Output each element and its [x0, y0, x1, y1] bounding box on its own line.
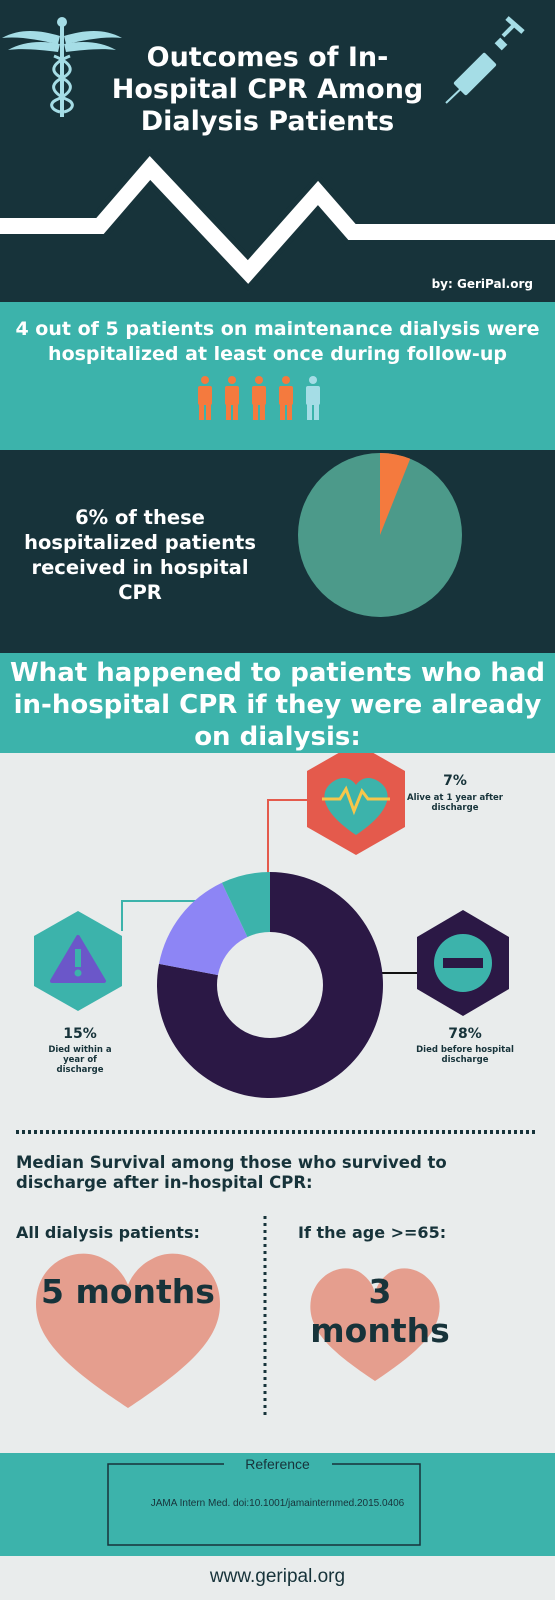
person-icon — [198, 376, 212, 420]
caduceus-icon — [2, 17, 122, 117]
died-before-badge — [417, 910, 509, 1016]
page-title: Outcomes of In-Hospital CPR Among Dialys… — [111, 42, 424, 137]
all-patients-value: 5 months — [41, 1272, 215, 1311]
person-icon — [279, 376, 293, 420]
syringe-icon — [445, 16, 525, 104]
alive-connector — [267, 799, 310, 873]
footer-url[interactable]: www.geripal.org — [209, 1566, 346, 1587]
hospitalized-stat-section: 4 out of 5 patients on maintenance dialy… — [0, 302, 555, 450]
died-before-label: Died before hospital discharge — [416, 1045, 514, 1065]
heart-all-patients — [36, 1253, 220, 1408]
died-year-pct: 15% — [63, 1026, 97, 1042]
died-year-badge — [34, 911, 122, 1011]
alive-badge — [307, 753, 405, 855]
outcome-heading: What happened to patients who had in-hos… — [10, 658, 545, 752]
person-icon — [225, 376, 239, 420]
hospitalized-stat-text: 4 out of 5 patients on maintenance dialy… — [15, 318, 540, 365]
header-section: Outcomes of In-Hospital CPR Among Dialys… — [0, 0, 555, 302]
heartbeat-line — [0, 148, 555, 292]
minus-icon — [434, 934, 492, 992]
byline: by: GeriPal.org — [431, 277, 533, 291]
cpr-stat-text: 6% of these hospitalized patients receiv… — [24, 506, 256, 604]
footer-section: www.geripal.org — [0, 1556, 555, 1600]
age-65-label: If the age >=65: — [298, 1223, 447, 1242]
died-before-pct: 78% — [448, 1026, 482, 1042]
age-65-value: 3 months — [310, 1272, 450, 1350]
all-patients-label: All dialysis patients: — [16, 1223, 200, 1242]
donut-hole — [217, 932, 323, 1038]
heart-age-65 — [310, 1268, 440, 1381]
heart-rate-icon — [322, 778, 390, 835]
reference-section: Reference JAMA Intern Med. doi:10.1001/j… — [0, 1453, 555, 1556]
people-icons — [198, 376, 320, 420]
survival-title: Median Survival among those who survived… — [16, 1153, 447, 1192]
outcomes-section: 7% Alive at 1 year after discharge 15% D… — [0, 753, 555, 1453]
cpr-stat-section: 6% of these hospitalized patients receiv… — [0, 450, 555, 653]
alive-label: Alive at 1 year after discharge — [407, 793, 503, 813]
header-graphics — [0, 16, 555, 292]
reference-frame — [107, 1463, 421, 1546]
reference-title: Reference — [245, 1456, 310, 1472]
reference-citation: JAMA Intern Med. doi:10.1001/jamainternm… — [150, 1498, 405, 1509]
warning-icon — [50, 935, 106, 983]
outcome-graphics — [16, 753, 535, 1418]
died-year-label: Died within a year of discharge — [48, 1045, 112, 1075]
died-year-connector — [121, 900, 205, 931]
person-icon — [306, 376, 320, 420]
cpr-pie-slice — [380, 453, 411, 535]
person-icon — [252, 376, 266, 420]
alive-pct: 7% — [443, 773, 467, 789]
cpr-pie-chart — [298, 453, 462, 617]
outcome-heading-section: What happened to patients who had in-hos… — [0, 653, 555, 753]
